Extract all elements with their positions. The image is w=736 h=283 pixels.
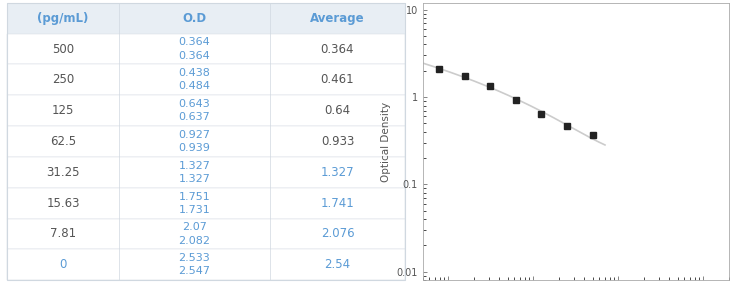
Bar: [7, 188, 405, 218]
Text: O.D: O.D: [183, 12, 206, 25]
Text: 125: 125: [52, 104, 74, 117]
Text: 2.07
2.082: 2.07 2.082: [178, 222, 210, 246]
Text: 15.63: 15.63: [46, 197, 79, 210]
Text: 0.64: 0.64: [325, 104, 350, 117]
Text: 62.5: 62.5: [50, 135, 76, 148]
Bar: [7, 157, 405, 188]
Text: 1.327
1.327: 1.327 1.327: [178, 161, 210, 184]
Text: 0.438
0.484: 0.438 0.484: [178, 68, 210, 91]
Text: 500: 500: [52, 42, 74, 55]
Text: 0.643
0.637: 0.643 0.637: [178, 99, 210, 122]
Text: 1.741: 1.741: [321, 197, 354, 210]
Bar: [7, 3, 405, 34]
Bar: [7, 249, 405, 280]
Text: 0.461: 0.461: [321, 73, 354, 86]
Bar: [7, 34, 405, 65]
Text: Average: Average: [310, 12, 365, 25]
Text: 0.364
0.364: 0.364 0.364: [178, 37, 210, 61]
Text: 0.364: 0.364: [321, 42, 354, 55]
Text: 1.327: 1.327: [321, 166, 354, 179]
Bar: [7, 218, 405, 249]
Text: 1.751
1.731: 1.751 1.731: [178, 192, 210, 215]
Bar: [7, 65, 405, 95]
Text: 2.533
2.547: 2.533 2.547: [178, 253, 210, 276]
Text: 31.25: 31.25: [46, 166, 79, 179]
Text: 7.81: 7.81: [50, 228, 76, 241]
Text: 250: 250: [52, 73, 74, 86]
Y-axis label: Optical Density: Optical Density: [381, 101, 391, 182]
Bar: [7, 126, 405, 157]
Text: 0.927
0.939: 0.927 0.939: [178, 130, 210, 153]
Text: (pg/mL): (pg/mL): [38, 12, 89, 25]
Bar: [7, 95, 405, 126]
Text: 0.933: 0.933: [321, 135, 354, 148]
Text: 0: 0: [60, 258, 67, 271]
Text: 2.076: 2.076: [321, 228, 354, 241]
Text: 2.54: 2.54: [325, 258, 350, 271]
